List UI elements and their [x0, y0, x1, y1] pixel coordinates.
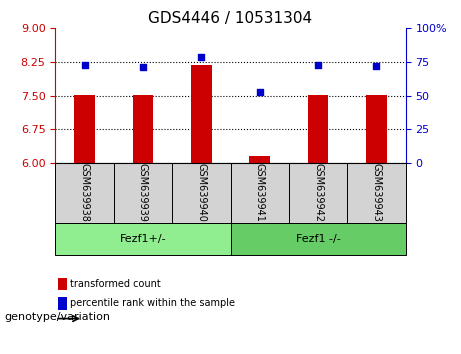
Bar — [191, 65, 212, 163]
Text: genotype/variation: genotype/variation — [5, 312, 111, 322]
FancyBboxPatch shape — [289, 163, 347, 223]
FancyBboxPatch shape — [230, 223, 406, 255]
Bar — [308, 95, 328, 163]
Point — [139, 64, 147, 70]
Text: GSM639939: GSM639939 — [138, 164, 148, 222]
Text: GSM639942: GSM639942 — [313, 163, 323, 222]
Point — [373, 63, 380, 69]
Bar — [74, 95, 95, 163]
Point — [256, 89, 263, 95]
Text: GSM639938: GSM639938 — [79, 164, 89, 222]
Bar — [58, 278, 67, 291]
Bar — [133, 95, 153, 163]
FancyBboxPatch shape — [172, 163, 230, 223]
Text: GSM639943: GSM639943 — [372, 164, 382, 222]
FancyBboxPatch shape — [55, 163, 114, 223]
Text: transformed count: transformed count — [70, 279, 161, 289]
Text: GSM639941: GSM639941 — [254, 164, 265, 222]
FancyBboxPatch shape — [114, 163, 172, 223]
Text: Fezf1 -/-: Fezf1 -/- — [296, 234, 341, 244]
FancyBboxPatch shape — [55, 223, 230, 255]
Text: percentile rank within the sample: percentile rank within the sample — [70, 298, 235, 308]
Bar — [58, 297, 67, 310]
Point — [314, 62, 322, 68]
Bar — [366, 95, 387, 163]
Bar — [249, 156, 270, 163]
Title: GDS4446 / 10531304: GDS4446 / 10531304 — [148, 11, 313, 26]
Point — [198, 54, 205, 59]
Point — [81, 62, 88, 68]
Text: GSM639940: GSM639940 — [196, 164, 207, 222]
FancyBboxPatch shape — [347, 163, 406, 223]
FancyBboxPatch shape — [230, 163, 289, 223]
Text: Fezf1+/-: Fezf1+/- — [119, 234, 166, 244]
